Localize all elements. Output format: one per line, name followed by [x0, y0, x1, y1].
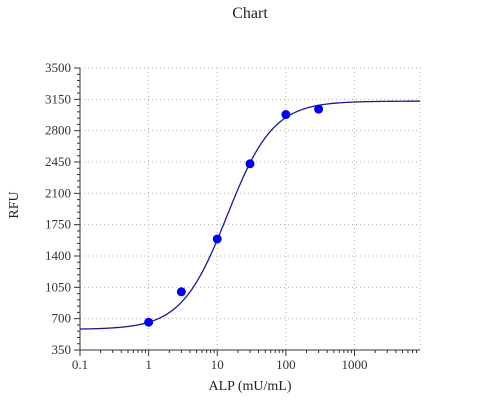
fit-curve — [79, 100, 421, 330]
data-point — [176, 287, 186, 297]
y-tick-label: 2800 — [45, 123, 71, 138]
y-tick-label: 2100 — [45, 185, 71, 200]
chart-title: Chart — [232, 5, 268, 22]
y-tick-label: 3500 — [45, 60, 71, 75]
x-tick-label: 1000 — [342, 357, 368, 372]
y-tick-label: 350 — [52, 342, 72, 357]
x-tick-label: 0.1 — [72, 357, 88, 372]
data-point — [314, 104, 324, 114]
data-point — [245, 159, 255, 169]
x-tick-label: 1 — [145, 357, 152, 372]
x-axis-title: ALP (mU/mL) — [208, 379, 291, 394]
y-axis-title: RFU — [7, 191, 22, 218]
tick-labels: 0.1 1 10 100 1000 350 700 1050 1400 1750 2100 2450 2… — [45, 60, 368, 372]
axes — [74, 67, 420, 356]
y-tick-label: 1050 — [45, 279, 71, 294]
y-tick-label: 1750 — [45, 217, 71, 232]
data-point — [212, 234, 222, 244]
data-point — [144, 317, 154, 327]
y-tick-label: 3150 — [45, 91, 71, 106]
x-tick-label: 10 — [211, 357, 224, 372]
data-points — [144, 104, 324, 327]
x-tick-label: 100 — [276, 357, 296, 372]
grid — [80, 67, 421, 350]
data-point — [281, 110, 291, 120]
y-tick-label: 2450 — [45, 154, 71, 169]
y-tick-label: 700 — [52, 311, 72, 326]
fit-curve-layer — [79, 100, 421, 330]
y-tick-label: 1400 — [45, 248, 71, 263]
